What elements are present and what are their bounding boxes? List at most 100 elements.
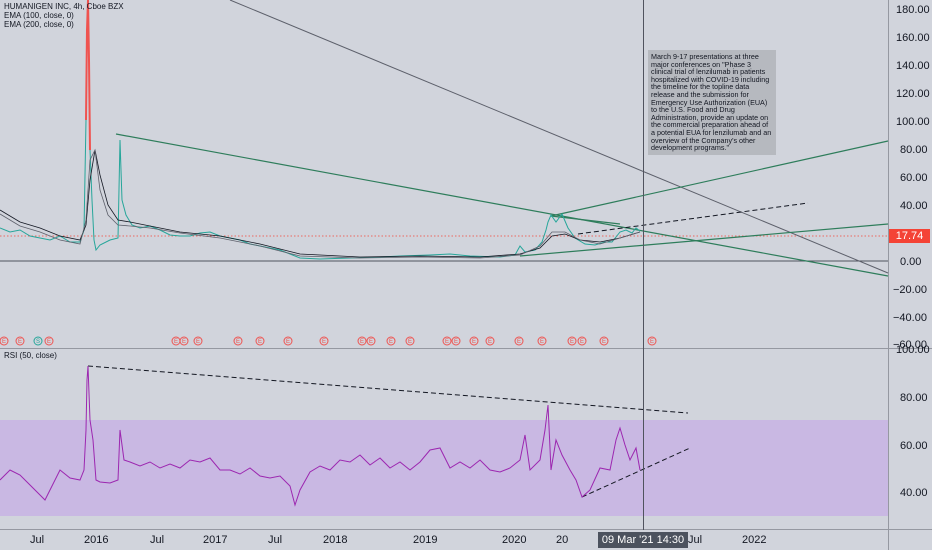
svg-text:E: E [47,339,51,345]
dashed-projection[interactable] [577,202,809,235]
rsi-dashed-down[interactable] [87,365,689,414]
ema-200-legend[interactable]: EMA (200, close, 0) [4,20,74,29]
svg-text:E: E [570,339,574,345]
price-series [0,0,641,260]
earnings-marker[interactable]: E [386,336,396,346]
rsi-tick: 60.00 [900,440,928,452]
time-label: 2019 [413,534,437,546]
svg-text:E: E [488,339,492,345]
svg-text:E: E [602,339,606,345]
earnings-marker[interactable]: E [599,336,609,346]
price-tick: 140.00 [896,60,930,72]
price-axis[interactable]: 180.00 160.00 140.00 120.00 100.00 80.00… [893,4,930,351]
svg-text:E: E [236,339,240,345]
earnings-marker[interactable]: E [193,336,203,346]
earnings-marker[interactable]: E [442,336,452,346]
earnings-marker[interactable]: E [405,336,415,346]
ema-100-legend[interactable]: EMA (100, close, 0) [4,11,74,20]
earnings-marker[interactable]: E [514,336,524,346]
rsi-line [0,365,641,507]
time-label: Jul [688,534,702,546]
svg-text:E: E [322,339,326,345]
spike-candles [85,0,91,151]
rsi-title[interactable]: RSI (50, close) [4,351,57,360]
earnings-marker[interactable]: E [577,336,587,346]
rsi-legend[interactable]: RSI (50, close) [4,351,57,360]
time-label: 20 [556,534,568,546]
svg-text:E: E [454,339,458,345]
svg-text:E: E [540,339,544,345]
svg-text:E: E [472,339,476,345]
time-label: 2016 [84,534,108,546]
ema-100-line [0,148,641,259]
earnings-marker[interactable]: E [44,336,54,346]
price-tick: 100.00 [896,116,930,128]
svg-text:E: E [196,339,200,345]
svg-text:E: E [182,339,186,345]
svg-text:S: S [36,339,40,345]
earnings-marker[interactable]: E [537,336,547,346]
price-tick: 120.00 [896,88,930,100]
price-tick: 160.00 [896,32,930,44]
rsi-band [0,420,888,516]
time-label: 2020 [502,534,526,546]
earnings-marker[interactable]: E [0,336,9,346]
svg-text:E: E [286,339,290,345]
svg-text:E: E [580,339,584,345]
earnings-marker[interactable]: E [15,336,25,346]
gray-trendline[interactable] [229,0,889,274]
time-label: 2017 [203,534,227,546]
rsi-tick: 100.00 [896,344,930,356]
green-trendline-short[interactable] [550,215,621,225]
time-label: 2018 [323,534,347,546]
rsi-tick: 40.00 [900,487,928,499]
earnings-marker[interactable]: E [451,336,461,346]
last-price-tag: 17.74 [889,229,930,243]
price-tick: 80.00 [900,144,928,156]
symbol-title[interactable]: HUMANIGEN INC, 4h, Cboe BZX [4,2,124,11]
time-axis[interactable]: Jul 2016 Jul 2017 Jul 2018 2019 2020 20 … [30,534,766,546]
earnings-marker[interactable]: E [485,336,495,346]
price-legend[interactable]: HUMANIGEN INC, 4h, Cboe BZX EMA (100, cl… [4,2,124,29]
green-trendline-down[interactable] [115,133,889,277]
price-tick: 0.00 [900,256,921,268]
annotation-note[interactable]: March 9-17 presentations at three major … [648,50,776,155]
svg-text:E: E [650,339,654,345]
crosshair-time-tag: 09 Mar '21 14:30 [598,532,688,548]
green-trendline-up-steep[interactable] [550,140,889,217]
earnings-marker[interactable]: E [233,336,243,346]
earnings-marker[interactable]: E [647,336,657,346]
rsi-axis[interactable]: 100.00 80.00 60.00 40.00 [896,344,930,499]
svg-text:E: E [360,339,364,345]
green-trendline-up[interactable] [519,223,889,257]
earnings-marker[interactable]: E [179,336,189,346]
earnings-marker[interactable]: E [469,336,479,346]
price-tick: −20.00 [893,284,927,296]
time-label: Jul [30,534,44,546]
earnings-marker[interactable]: E [357,336,367,346]
svg-text:E: E [18,339,22,345]
event-markers[interactable]: E E S E E E E E E E E E E E E E E E E E … [0,336,657,346]
time-label: Jul [150,534,164,546]
svg-text:E: E [258,339,262,345]
time-label: Jul [268,534,282,546]
earnings-marker[interactable]: E [366,336,376,346]
svg-text:E: E [174,339,178,345]
rsi-dashed-up[interactable] [581,447,691,498]
rsi-tick: 80.00 [900,392,928,404]
earnings-marker[interactable]: E [255,336,265,346]
svg-text:E: E [2,339,6,345]
time-label: 2022 [742,534,766,546]
svg-text:E: E [369,339,373,345]
price-tick: 180.00 [896,4,930,16]
price-tick: 40.00 [900,200,928,212]
svg-text:E: E [389,339,393,345]
earnings-marker[interactable]: E [567,336,577,346]
svg-text:E: E [445,339,449,345]
price-tick: −40.00 [893,312,927,324]
split-marker[interactable]: S [33,336,43,346]
earnings-marker[interactable]: E [283,336,293,346]
earnings-marker[interactable]: E [319,336,329,346]
